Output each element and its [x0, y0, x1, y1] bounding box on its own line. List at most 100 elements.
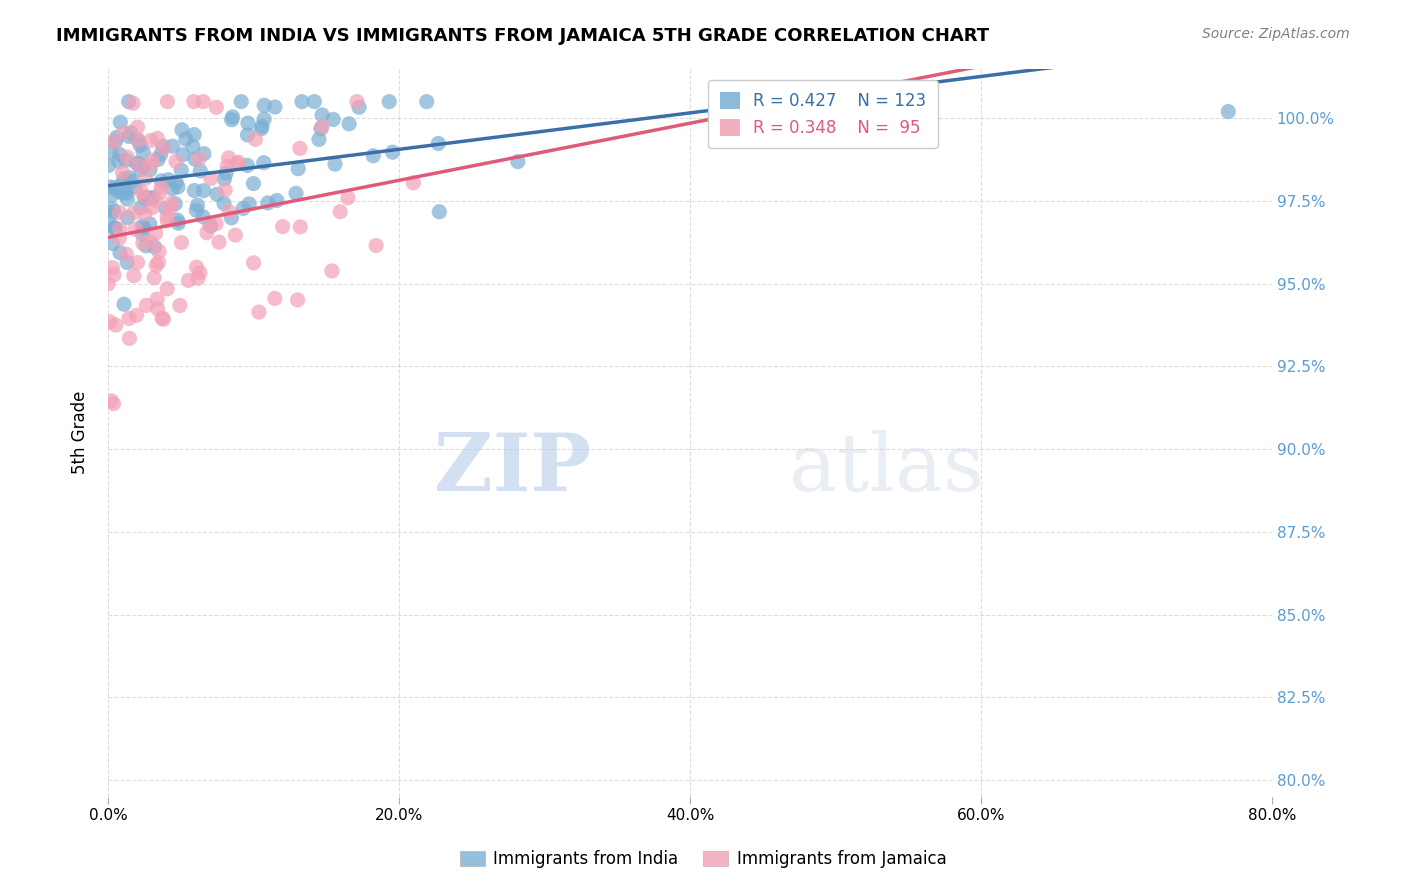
Point: [172, 147, 194, 161]
Point: [165, 154, 187, 169]
Point: [152, 141, 174, 155]
Point: [143, 240, 166, 254]
Point: [104, 135, 127, 149]
Point: [263, 292, 285, 306]
Point: [100, 145, 122, 159]
Point: [184, 152, 207, 166]
Text: Source: ZipAtlas.com: Source: ZipAtlas.com: [1202, 27, 1350, 41]
Point: [266, 194, 288, 208]
Point: [117, 192, 139, 206]
Point: [122, 268, 145, 283]
Point: [141, 201, 163, 215]
Point: [97, 277, 120, 291]
Point: [132, 220, 155, 235]
Point: [104, 318, 127, 332]
Point: [146, 131, 169, 145]
Point: [183, 184, 205, 198]
Text: IMMIGRANTS FROM INDIA VS IMMIGRANTS FROM JAMAICA 5TH GRADE CORRELATION CHART: IMMIGRANTS FROM INDIA VS IMMIGRANTS FROM…: [56, 27, 990, 45]
Point: [250, 119, 273, 133]
Point: [200, 219, 222, 233]
Point: [157, 173, 180, 187]
Point: [115, 247, 138, 261]
Point: [291, 95, 314, 109]
Point: [139, 162, 162, 177]
Point: [108, 222, 131, 236]
Point: [250, 121, 273, 136]
Point: [212, 196, 235, 211]
Point: [205, 187, 228, 202]
Point: [381, 145, 404, 160]
Point: [156, 210, 179, 224]
Point: [118, 129, 141, 144]
Point: [215, 166, 238, 180]
Text: ZIP: ZIP: [434, 430, 591, 508]
Point: [226, 156, 249, 170]
Point: [236, 116, 259, 130]
Point: [188, 164, 211, 178]
Point: [329, 204, 352, 219]
Point: [127, 255, 149, 269]
Point: [148, 255, 170, 269]
Point: [188, 266, 211, 280]
Point: [221, 112, 243, 127]
Point: [124, 222, 146, 236]
Point: [214, 172, 236, 186]
Point: [134, 192, 156, 206]
Point: [193, 184, 215, 198]
Point: [146, 292, 169, 306]
Point: [285, 186, 308, 201]
Point: [101, 202, 124, 216]
Point: [156, 213, 179, 227]
Point: [114, 184, 136, 198]
Point: [152, 139, 174, 153]
Point: [107, 184, 129, 198]
Point: [193, 146, 215, 161]
Point: [221, 110, 243, 124]
Point: [131, 185, 153, 199]
Point: [427, 136, 450, 151]
Point: [337, 117, 360, 131]
Point: [134, 190, 156, 204]
Point: [118, 311, 141, 326]
Point: [132, 145, 155, 160]
Point: [117, 95, 139, 109]
Point: [217, 159, 239, 173]
Point: [104, 221, 127, 235]
Point: [98, 315, 121, 329]
Point: [149, 186, 172, 200]
Point: [118, 170, 141, 185]
Point: [141, 191, 163, 205]
Point: [187, 271, 209, 285]
Point: [111, 186, 134, 201]
Point: [156, 282, 179, 296]
Point: [148, 244, 170, 259]
Point: [139, 158, 162, 172]
Point: [336, 191, 359, 205]
Point: [156, 95, 179, 109]
Point: [101, 236, 124, 251]
Point: [134, 190, 156, 204]
Point: [242, 177, 264, 191]
Point: [135, 239, 157, 253]
Point: [129, 162, 152, 177]
Point: [271, 219, 294, 234]
Point: [214, 183, 236, 197]
Text: atlas: atlas: [789, 430, 984, 508]
Point: [112, 171, 135, 186]
Point: [135, 298, 157, 312]
Point: [139, 191, 162, 205]
Point: [323, 157, 346, 171]
Point: [152, 312, 174, 326]
Point: [290, 219, 312, 234]
Point: [162, 139, 184, 153]
Point: [346, 95, 368, 109]
Point: [107, 154, 129, 169]
Point: [131, 227, 153, 241]
Point: [139, 235, 162, 249]
Point: [253, 155, 276, 169]
Point: [132, 160, 155, 174]
Point: [200, 171, 222, 186]
Point: [186, 203, 208, 218]
Point: [221, 211, 243, 225]
Point: [146, 301, 169, 316]
